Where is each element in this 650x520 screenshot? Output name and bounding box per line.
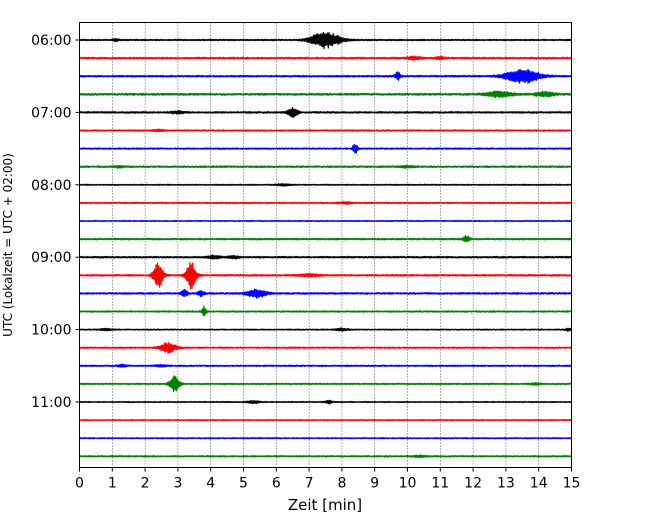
y-tick-label: 08:00 bbox=[31, 178, 71, 194]
y-tick-label: 10:00 bbox=[31, 323, 71, 339]
trace-0615 bbox=[79, 55, 573, 61]
x-tick-label: 13 bbox=[497, 476, 515, 492]
y-tick-label: 06:00 bbox=[31, 33, 71, 49]
x-tick-label: 9 bbox=[370, 476, 379, 492]
grid-lines bbox=[112, 22, 540, 468]
trace-0645 bbox=[78, 90, 573, 99]
trace-1130 bbox=[79, 437, 572, 440]
trace-0815 bbox=[79, 200, 573, 205]
x-tick-label: 5 bbox=[239, 476, 248, 492]
x-tick-label: 10 bbox=[399, 476, 417, 492]
x-tick-label: 3 bbox=[173, 476, 182, 492]
trace-0830 bbox=[79, 219, 572, 223]
x-tick-label: 14 bbox=[530, 476, 548, 492]
x-tick-label: 4 bbox=[206, 476, 215, 492]
trace-0745 bbox=[79, 164, 573, 169]
x-tick-label: 0 bbox=[75, 476, 84, 492]
x-axis-title: Zeit [min] bbox=[288, 496, 362, 514]
trace-0900 bbox=[78, 254, 573, 260]
x-tick-label: 12 bbox=[464, 476, 482, 492]
trace-1100 bbox=[79, 399, 572, 405]
trace-0845 bbox=[78, 235, 573, 243]
trace-1015 bbox=[79, 341, 573, 354]
x-axis: 0 1 2 3 4 5 6 7 8 9 10 11 12 13 14 15 bbox=[75, 467, 581, 492]
x-tick-label: 2 bbox=[141, 476, 150, 492]
trace-0600 bbox=[79, 31, 573, 50]
trace-1030 bbox=[78, 363, 573, 368]
seismic-traces bbox=[78, 31, 573, 459]
trace-0730 bbox=[79, 143, 572, 154]
trace-0915 bbox=[78, 261, 573, 290]
trace-1000 bbox=[79, 327, 573, 332]
y-tick-label: 11:00 bbox=[31, 395, 71, 411]
trace-0800 bbox=[79, 183, 572, 187]
y-tick-label: 07:00 bbox=[31, 105, 71, 121]
trace-1145 bbox=[78, 454, 573, 459]
trace-0630 bbox=[79, 68, 573, 84]
x-tick-label: 7 bbox=[305, 476, 314, 492]
trace-1045 bbox=[78, 375, 573, 393]
x-tick-label: 8 bbox=[337, 476, 346, 492]
x-tick-label: 11 bbox=[431, 476, 449, 492]
trace-0715 bbox=[79, 128, 572, 133]
y-tick-label: 09:00 bbox=[31, 250, 71, 266]
x-tick-label: 1 bbox=[108, 476, 117, 492]
trace-0700 bbox=[78, 107, 573, 119]
trace-0945 bbox=[78, 305, 573, 317]
x-tick-label: 6 bbox=[272, 476, 281, 492]
y-axis: 06:00 07:00 08:00 09:00 10:00 11:00 bbox=[31, 33, 80, 411]
trace-0930 bbox=[78, 288, 573, 299]
trace-1115 bbox=[79, 418, 572, 422]
y-axis-title: UTC (Lokalzeit = UTC + 02:00) bbox=[1, 153, 15, 337]
x-tick-label: 15 bbox=[563, 476, 581, 492]
plot-frame bbox=[79, 22, 572, 468]
